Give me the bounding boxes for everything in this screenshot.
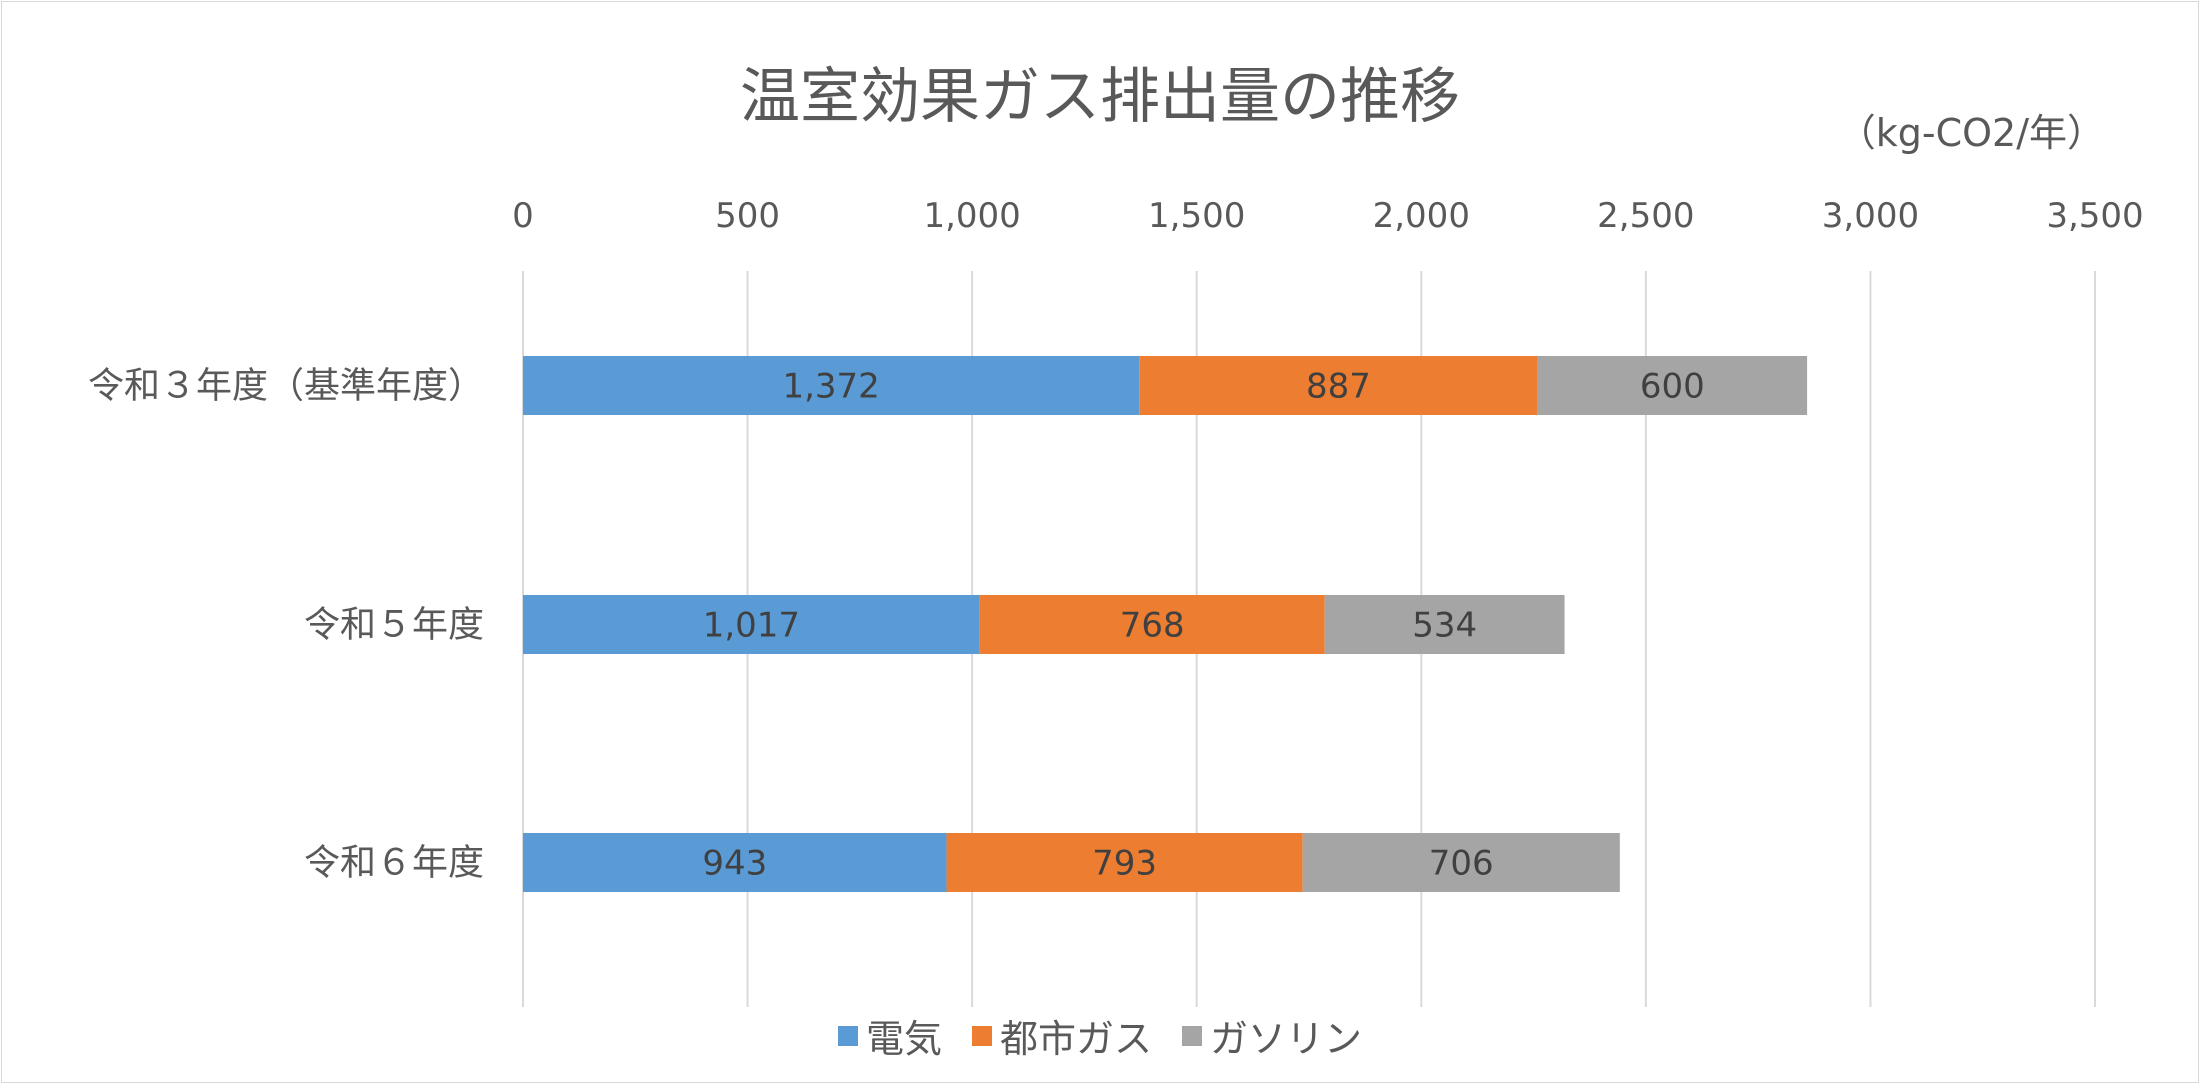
- bar-1: [946, 833, 1303, 892]
- tick-label: 2,000: [1373, 196, 1470, 236]
- category-label: 令和５年度: [304, 605, 484, 646]
- bar-1: [1139, 356, 1538, 415]
- data-label: 600: [1640, 367, 1705, 407]
- data-label: 706: [1429, 844, 1494, 884]
- data-label: 1,017: [703, 606, 800, 646]
- data-label: 943: [702, 844, 767, 884]
- data-label: 793: [1092, 844, 1157, 884]
- legend-item: 電気: [837, 1008, 942, 1063]
- tick-label: 0: [512, 196, 534, 236]
- tick-label: 3,000: [1822, 196, 1919, 236]
- tick-label: 3,500: [2046, 196, 2143, 236]
- legend-label: 電気: [865, 1017, 942, 1061]
- data-label: 768: [1120, 606, 1185, 646]
- data-label: 534: [1412, 606, 1477, 646]
- bar-2: [1537, 356, 1808, 415]
- tick-label: 1,500: [1148, 196, 1245, 236]
- legend-swatch: [971, 1025, 992, 1046]
- bar-1: [979, 595, 1325, 654]
- bar-0: [523, 595, 980, 654]
- bar-0: [523, 833, 947, 892]
- category-label: 令和６年度: [304, 843, 484, 884]
- legend: 電気 都市ガス ガソリン: [0, 1008, 2200, 1063]
- legend-swatch: [837, 1025, 858, 1046]
- legend-swatch: [1182, 1025, 1202, 1046]
- tick-label: 1,000: [923, 196, 1020, 236]
- data-label: 887: [1306, 367, 1371, 407]
- chart-title: 温室効果ガス排出量の推移: [740, 62, 1460, 132]
- unit-label: （kg-CO2/年）: [1837, 111, 2105, 155]
- legend-item: 都市ガス: [971, 1008, 1152, 1063]
- bar-2: [1324, 595, 1565, 654]
- legend-item: ガソリン: [1182, 1008, 1362, 1063]
- legend-label: ガソリン: [1210, 1017, 1363, 1061]
- bar-2: [1302, 833, 1620, 892]
- data-label: 1,372: [782, 367, 879, 407]
- legend-label: 都市ガス: [999, 1017, 1152, 1061]
- tick-label: 500: [715, 196, 780, 236]
- bar-0: [523, 356, 1140, 415]
- tick-label: 2,500: [1597, 196, 1694, 236]
- category-label: 令和３年度（基準年度）: [88, 366, 484, 407]
